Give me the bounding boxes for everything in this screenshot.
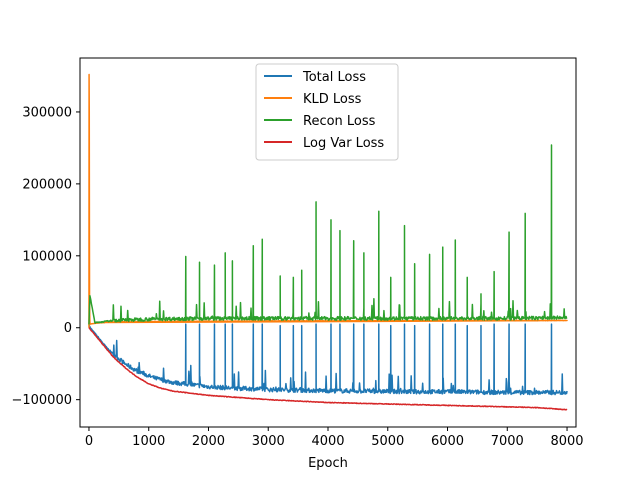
x-tick-label: 4000 [311, 434, 344, 449]
y-tick-label: 0 [64, 321, 72, 336]
legend-label-recon-loss: Recon Loss [303, 114, 376, 129]
series-line-kld-loss [88, 73, 568, 328]
y-tick-label: −100000 [11, 393, 72, 408]
x-tick-label: 1000 [132, 434, 165, 449]
y-tick-label: 100000 [22, 249, 72, 264]
legend-label-log-var-loss: Log Var Loss [303, 136, 384, 151]
x-axis: 0 1000 2000 3000 4000 5000 6000 7000 8000 [85, 427, 584, 449]
legend-label-total-loss: Total Loss [302, 70, 366, 85]
x-tick-label: 8000 [550, 434, 583, 449]
series-line-log-var-loss [88, 327, 568, 411]
plot-area [88, 73, 568, 411]
y-tick-label: 300000 [22, 105, 72, 120]
x-tick-label: 2000 [192, 434, 225, 449]
series-line-total-loss [88, 323, 568, 396]
legend-label-kld-loss: KLD Loss [303, 92, 362, 107]
x-tick-label: 5000 [371, 434, 404, 449]
y-tick-label: 200000 [22, 177, 72, 192]
x-axis-label: Epoch [308, 456, 348, 471]
x-tick-label: 3000 [252, 434, 285, 449]
y-axis: −100000 0 100000 200000 300000 [11, 105, 80, 408]
legend: Total Loss KLD Loss Recon Loss Log Var Loss [255, 63, 399, 161]
x-tick-label: 6000 [431, 434, 464, 449]
x-tick-label: 0 [85, 434, 93, 449]
legend-box [255, 63, 399, 161]
x-tick-label: 7000 [491, 434, 524, 449]
series-line-recon-loss [88, 144, 568, 325]
